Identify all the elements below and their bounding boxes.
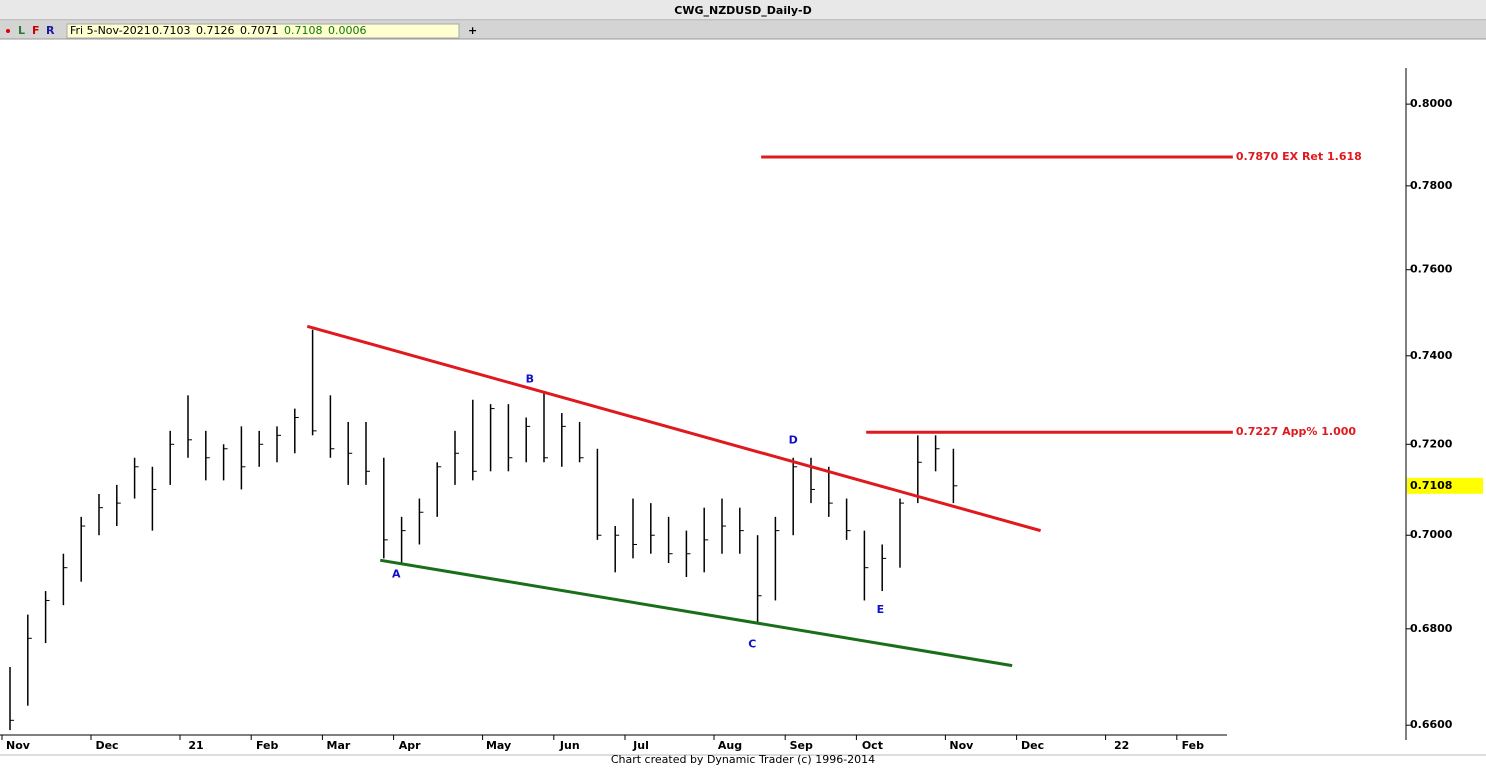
x-tick-label: Jul	[632, 739, 649, 752]
window-title: CWG_NZDUSD_Daily-D	[674, 4, 812, 17]
y-tick-label: 0.7600	[1410, 263, 1453, 276]
level-label: 0.7227 App% 1.000	[1236, 425, 1357, 438]
x-tick-label: 21	[188, 739, 203, 752]
x-tick-label: 22	[1114, 739, 1129, 752]
add-button[interactable]: +	[468, 24, 477, 37]
x-tick-label: Sep	[790, 739, 813, 752]
last-price-label: 0.7108	[1410, 479, 1452, 492]
toolbar-letter[interactable]: F	[32, 24, 40, 37]
y-tick-label: 0.7800	[1410, 179, 1453, 192]
quote-date: Fri 5-Nov-2021	[70, 24, 151, 37]
quote-box	[66, 23, 460, 39]
y-tick-label: 0.7000	[1410, 528, 1453, 541]
x-tick-label: Aug	[718, 739, 742, 752]
wave-label: B	[526, 372, 534, 385]
y-tick-label: 0.8000	[1410, 97, 1453, 110]
y-tick-label: 0.6600	[1410, 718, 1453, 731]
x-tick-label: Feb	[256, 739, 279, 752]
last-price-box	[1407, 477, 1483, 494]
y-tick-label: 0.7400	[1410, 349, 1453, 362]
title-bar	[0, 0, 1486, 20]
quote-open: 0.7103	[152, 24, 191, 37]
y-tick-label: 0.7200	[1410, 437, 1453, 450]
quote-close: 0.7108	[284, 24, 323, 37]
toolbar-letter[interactable]: L	[18, 24, 25, 37]
wave-label: A	[392, 568, 401, 581]
quote-change: 0.0006	[328, 24, 367, 37]
wave-label: E	[877, 603, 885, 616]
x-tick-label: Dec	[95, 739, 118, 752]
trendline	[379, 558, 1013, 668]
x-tick-label: Oct	[862, 739, 883, 752]
wave-label: D	[789, 434, 798, 447]
x-tick-label: Dec	[1021, 739, 1044, 752]
quote-high: 0.7126	[196, 24, 235, 37]
x-tick-label: Nov	[6, 739, 31, 752]
trendline	[306, 324, 1042, 533]
x-tick-label: Jun	[559, 739, 580, 752]
x-tick-label: Apr	[399, 739, 421, 752]
x-tick-label: Mar	[327, 739, 351, 752]
x-tick-label: May	[486, 739, 511, 752]
y-tick-label: 0.6800	[1410, 622, 1453, 635]
toolbar-letter[interactable]: R	[46, 24, 55, 37]
x-tick-label: Feb	[1182, 739, 1205, 752]
status-dot	[6, 29, 10, 33]
quote-low: 0.7071	[240, 24, 279, 37]
level-label: 0.7870 EX Ret 1.618	[1236, 150, 1362, 163]
wave-label: C	[748, 638, 756, 651]
x-tick-label: Nov	[949, 739, 974, 752]
footer: Chart created by Dynamic Trader (c) 1996…	[611, 753, 875, 766]
